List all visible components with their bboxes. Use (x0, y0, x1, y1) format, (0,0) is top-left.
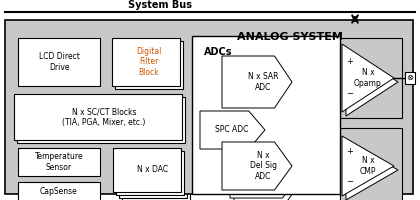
Polygon shape (234, 68, 304, 120)
FancyBboxPatch shape (119, 154, 187, 198)
Polygon shape (200, 111, 265, 149)
Text: N x SC/CT Blocks
(TIA, PGA, Mixer, etc.): N x SC/CT Blocks (TIA, PGA, Mixer, etc.) (62, 107, 146, 127)
FancyBboxPatch shape (340, 128, 402, 200)
Polygon shape (222, 56, 292, 108)
FancyBboxPatch shape (118, 44, 186, 92)
Text: N x
Opamp: N x Opamp (354, 68, 382, 88)
Text: N x
Del Sig
ADC: N x Del Sig ADC (249, 151, 276, 181)
Polygon shape (226, 146, 296, 194)
Polygon shape (354, 148, 406, 200)
FancyBboxPatch shape (18, 182, 100, 200)
Text: N x
CMP: N x CMP (360, 156, 376, 176)
Polygon shape (346, 48, 398, 116)
Polygon shape (354, 56, 406, 124)
Text: Temperature
Sensor: Temperature Sensor (35, 152, 83, 172)
FancyBboxPatch shape (113, 148, 181, 192)
Polygon shape (226, 60, 296, 112)
FancyBboxPatch shape (18, 38, 100, 86)
Text: +: + (346, 58, 353, 66)
FancyBboxPatch shape (192, 36, 340, 194)
FancyBboxPatch shape (23, 103, 191, 149)
Polygon shape (230, 150, 300, 198)
Text: CapSense: CapSense (40, 188, 78, 196)
Text: Digital
Filter
Block: Digital Filter Block (136, 47, 162, 77)
Text: N x DAC: N x DAC (137, 166, 168, 174)
FancyBboxPatch shape (405, 72, 415, 84)
Text: System Bus: System Bus (128, 0, 192, 10)
Text: LCD Direct
Drive: LCD Direct Drive (39, 52, 79, 72)
Polygon shape (222, 142, 292, 190)
Polygon shape (234, 154, 304, 200)
Text: N x SAR
ADC: N x SAR ADC (248, 72, 278, 92)
Polygon shape (230, 64, 300, 116)
Polygon shape (350, 144, 402, 200)
FancyBboxPatch shape (20, 100, 188, 146)
FancyBboxPatch shape (115, 41, 183, 89)
FancyBboxPatch shape (5, 20, 413, 194)
Text: ⊗: ⊗ (407, 73, 414, 82)
Text: SPC ADC: SPC ADC (215, 126, 249, 134)
Polygon shape (342, 136, 394, 196)
FancyBboxPatch shape (112, 38, 180, 86)
FancyBboxPatch shape (122, 157, 190, 200)
FancyBboxPatch shape (17, 97, 185, 143)
Text: −: − (346, 90, 353, 98)
Polygon shape (350, 52, 402, 120)
Polygon shape (342, 44, 394, 112)
FancyBboxPatch shape (340, 38, 402, 118)
Text: ADCs: ADCs (204, 47, 233, 57)
Polygon shape (346, 140, 398, 200)
FancyBboxPatch shape (14, 94, 182, 140)
Text: −: − (346, 178, 353, 186)
Text: ANALOG SYSTEM: ANALOG SYSTEM (237, 32, 343, 42)
Text: +: + (346, 148, 353, 156)
FancyBboxPatch shape (116, 151, 184, 195)
FancyBboxPatch shape (18, 148, 100, 176)
